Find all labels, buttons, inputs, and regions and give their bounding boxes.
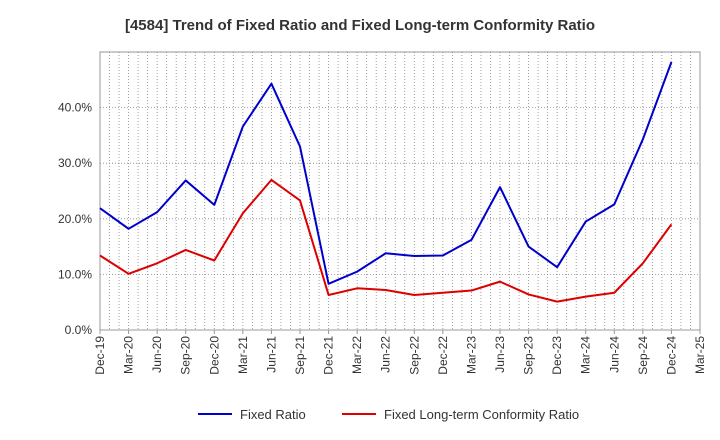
- x-tick-label: Dec-24: [664, 336, 678, 375]
- x-tick-label: Mar-24: [579, 336, 593, 374]
- x-tick-label: Mar-25: [693, 336, 707, 374]
- x-tick-label: Mar-23: [464, 336, 478, 374]
- chart-title: [4584] Trend of Fixed Ratio and Fixed Lo…: [125, 17, 595, 34]
- legend-label-fixed-ratio: Fixed Ratio: [240, 407, 306, 422]
- x-tick-label: Jun-23: [493, 336, 507, 373]
- y-gridlines: [100, 51, 700, 275]
- x-tick-label: Jun-21: [264, 336, 278, 373]
- x-tick-label: Dec-23: [550, 336, 564, 375]
- y-tick-label: 30.0%: [58, 156, 92, 170]
- x-tick-label: Jun-22: [379, 336, 393, 373]
- x-tick-label: Mar-20: [122, 336, 136, 374]
- y-tick-label: 0.0%: [65, 323, 93, 337]
- series-line-0: [99, 61, 673, 285]
- x-tick-label: Mar-21: [236, 336, 250, 374]
- x-tick-label: Sep-23: [522, 336, 536, 375]
- x-axis: Dec-19 Mar-20 Jun-20 Sep-20 Dec-20 Mar-21 Jun-…: [93, 330, 707, 375]
- plot-area: [99, 51, 701, 331]
- series-lines: [99, 61, 673, 303]
- x-tick-label: Dec-21: [322, 336, 336, 375]
- y-axis: 0.0% 10.0% 20.0% 30.0% 40.0%: [58, 101, 92, 337]
- x-tick-label: Sep-21: [293, 336, 307, 375]
- x-gridlines: [109, 52, 691, 330]
- x-tick-label: Mar-22: [350, 336, 364, 374]
- x-tick-label: Sep-24: [636, 336, 650, 375]
- x-tick-label: Jun-20: [150, 336, 164, 373]
- x-tick-label: Dec-22: [436, 336, 450, 375]
- x-tick-label: Sep-22: [407, 336, 421, 375]
- legend: Fixed Ratio Fixed Long-term Conformity R…: [198, 407, 579, 422]
- x-tick-label: Jun-24: [607, 336, 621, 373]
- y-tick-label: 40.0%: [58, 101, 92, 115]
- y-tick-label: 20.0%: [58, 212, 92, 226]
- x-tick-label: Dec-20: [207, 336, 221, 375]
- x-tick-label: Sep-20: [179, 336, 193, 375]
- y-tick-label: 10.0%: [58, 267, 92, 281]
- legend-label-fixed-long-term-conformity-ratio: Fixed Long-term Conformity Ratio: [384, 407, 579, 422]
- series-line-1: [99, 178, 673, 303]
- x-tick-label: Dec-19: [93, 336, 107, 375]
